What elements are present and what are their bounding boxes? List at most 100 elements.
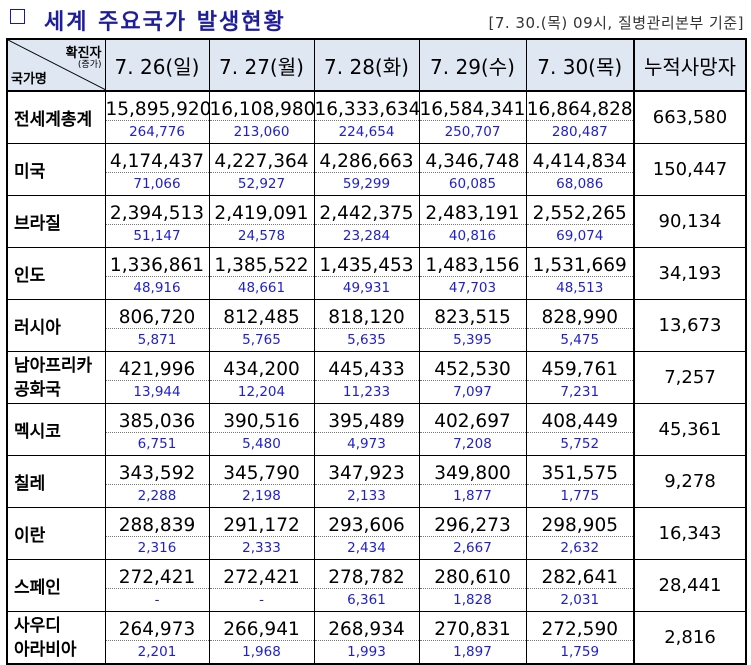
daily-increase: 2,133: [313, 484, 420, 508]
cumulative-cases: 298,905: [525, 507, 635, 537]
daily-increase: 2,333: [208, 536, 315, 560]
header-deaths: 누적사망자: [633, 38, 747, 92]
daily-increase: 5,871: [104, 328, 210, 352]
cumulative-cases: 1,531,669: [525, 247, 635, 277]
daily-increase: 2,198: [208, 484, 315, 508]
cumulative-cases: 272,590: [525, 611, 635, 641]
daily-increase: 59,299: [313, 172, 420, 196]
country-name-line: 공화국: [14, 379, 61, 400]
daily-increase: 5,752: [525, 432, 635, 456]
cumulative-cases: 812,485: [208, 299, 315, 329]
cumulative-cases: 291,172: [208, 507, 315, 537]
daily-increase: 6,751: [104, 432, 210, 456]
cumulative-cases: 2,442,375: [313, 195, 420, 225]
country-name: 멕시코: [6, 403, 106, 456]
cumulative-cases: 1,483,156: [418, 247, 527, 277]
cumulative-deaths: 663,580: [633, 91, 747, 144]
cumulative-deaths: 28,441: [633, 559, 747, 612]
daily-increase: 250,707: [418, 120, 527, 144]
cumulative-cases: 1,336,861: [104, 247, 210, 277]
daily-increase: 2,288: [104, 484, 210, 508]
cumulative-deaths: 2,816: [633, 611, 747, 665]
table-row-increase: 264,776 213,060 224,654 250,707 280,487: [7, 120, 746, 144]
cumulative-deaths: 34,193: [633, 247, 747, 300]
daily-increase: 224,654: [313, 120, 420, 144]
daily-increase: 1,968: [208, 640, 315, 665]
table-row: 스페인 272,421 272,421 278,782 280,610 282,641 28…: [6, 559, 747, 612]
table-row-increase: 71,066 52,927 59,299 60,085 68,086: [7, 172, 746, 196]
country-name: 칠레: [6, 455, 106, 508]
cumulative-deaths: 45,361: [633, 403, 747, 456]
cumulative-cases: 282,641: [525, 559, 635, 589]
cumulative-cases: 296,273: [418, 507, 527, 537]
cumulative-cases: 445,433: [313, 351, 420, 381]
daily-increase: 2,632: [525, 536, 635, 560]
cumulative-cases: 16,584,341: [418, 91, 527, 121]
cumulative-cases: 395,489: [313, 403, 420, 433]
cumulative-cases: 266,941: [208, 611, 315, 641]
cumulative-cases: 268,934: [313, 611, 420, 641]
table-row: 남아프리카 공화국 421,996 434,200 445,433 452,530 459,…: [6, 351, 747, 404]
cumulative-cases: 272,421: [104, 559, 210, 589]
cumulative-cases: 270,831: [418, 611, 527, 641]
cumulative-cases: 264,973: [104, 611, 210, 641]
country-name: 스페인: [6, 559, 106, 612]
cumulative-cases: 293,606: [313, 507, 420, 537]
page-title: 세계 주요국가 발생현황: [44, 10, 286, 35]
header-date: 7. 30(목): [525, 38, 635, 92]
daily-increase: 1,775: [525, 484, 635, 508]
cumulative-cases: 806,720: [104, 299, 210, 329]
daily-increase: 12,204: [208, 380, 315, 404]
header-date: 7. 28(화): [313, 38, 420, 92]
country-name: 브라질: [6, 195, 106, 248]
title-bar: 세계 주요국가 발생현황 [7. 30.(목) 09시, 질병관리본부 기준]: [6, 4, 746, 35]
cumulative-cases: 351,575: [525, 455, 635, 485]
country-name: 러시아: [6, 299, 106, 352]
country-name: 이란: [6, 507, 106, 560]
cumulative-cases: 349,800: [418, 455, 527, 485]
cumulative-cases: 402,697: [418, 403, 527, 433]
table-row-increase: - -6,361 1,828 2,031: [7, 588, 746, 612]
cumulative-cases: 2,483,191: [418, 195, 527, 225]
cumulative-cases: 4,227,364: [208, 143, 315, 173]
header-country-label: 국가명: [11, 72, 47, 87]
daily-increase: -: [104, 588, 210, 612]
cumulative-cases: 16,864,828: [525, 91, 635, 121]
daily-increase: 11,233: [313, 380, 420, 404]
cumulative-cases: 16,333,634: [313, 91, 420, 121]
cumulative-cases: 2,419,091: [208, 195, 315, 225]
daily-increase: 71,066: [104, 172, 210, 196]
daily-increase: 40,816: [418, 224, 527, 248]
cumulative-cases: 16,108,980: [208, 91, 315, 121]
table-row: 브라질 2,394,513 2,419,091 2,442,375 2,483,191 2…: [6, 195, 747, 248]
cumulative-cases: 385,036: [104, 403, 210, 433]
header-confirmed-label: 확진자: [65, 46, 102, 61]
daily-increase: 5,395: [418, 328, 527, 352]
daily-increase: 1,877: [418, 484, 527, 508]
country-name: 미국: [6, 143, 106, 196]
daily-increase: 264,776: [104, 120, 210, 144]
header-corner: 확진자 (증가) 국가명: [6, 38, 106, 92]
table-row: 멕시코 385,036 390,516 395,489 402,697 408,449 45…: [6, 403, 747, 456]
table-row: 미국 4,174,437 4,227,364 4,286,663 4,346,748 4,…: [6, 143, 747, 196]
country-name: 인도: [6, 247, 106, 300]
cumulative-cases: 288,839: [104, 507, 210, 537]
cumulative-cases: 4,346,748: [418, 143, 527, 173]
cumulative-cases: 421,996: [104, 351, 210, 381]
daily-increase: 48,661: [208, 276, 315, 300]
daily-increase: 213,060: [208, 120, 315, 144]
daily-increase: 2,031: [525, 588, 635, 612]
daily-increase: 5,480: [208, 432, 315, 456]
header-date: 7. 29(수): [418, 38, 527, 92]
cumulative-cases: 828,990: [525, 299, 635, 329]
table-row-increase: 51,147 24,578 23,284 40,816 69,074: [7, 224, 746, 248]
cumulative-cases: 15,895,920: [104, 91, 211, 121]
table-row-increase: 5,871 5,765 5,635 5,395 5,475: [7, 328, 746, 352]
cumulative-deaths: 16,343: [633, 507, 747, 560]
table-row: 이란 288,839 291,172 293,606 296,273 298,905 16,…: [6, 507, 747, 560]
daily-increase: 13,944: [104, 380, 210, 404]
cumulative-deaths: 9,278: [633, 455, 747, 508]
daily-increase: 69,074: [525, 224, 635, 248]
daily-increase: 7,208: [418, 432, 527, 456]
daily-increase: 1,759: [525, 640, 635, 665]
